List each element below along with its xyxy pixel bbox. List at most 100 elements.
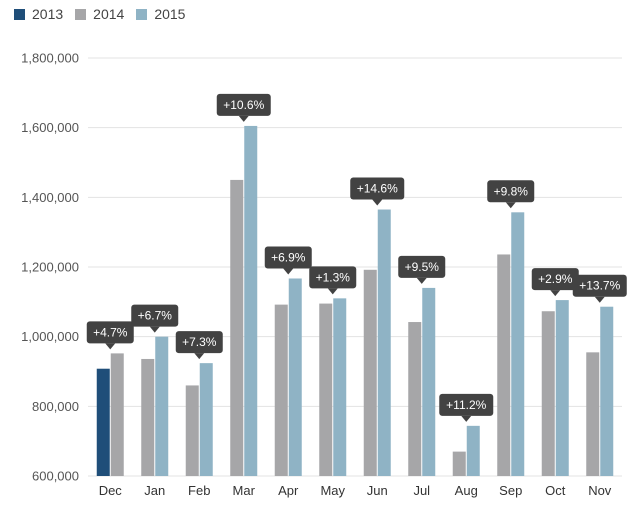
legend-swatch-2015 xyxy=(136,8,148,20)
bar-may-2015 xyxy=(333,298,347,476)
change-callout: +14.6% xyxy=(350,177,405,206)
callout-label: +13.7% xyxy=(579,279,620,293)
change-callout: +4.7% xyxy=(86,321,134,350)
callout-box xyxy=(487,180,535,203)
change-callout: +9.5% xyxy=(398,255,446,284)
callout-pointer xyxy=(327,288,338,295)
callout-label: +11.2% xyxy=(446,398,486,412)
change-callouts: +4.7% +6.7% +7.3% +10.6% +6.9% +1.3% +14.6% +9.… xyxy=(86,93,627,422)
callout-box xyxy=(572,274,627,297)
callout-pointer xyxy=(416,277,427,284)
callout-label: +6.7% xyxy=(138,309,173,323)
legend-swatch-2013 xyxy=(14,8,25,20)
legend-label-2013: 2013 xyxy=(32,6,64,22)
callout-pointer xyxy=(194,353,205,360)
bar-apr-2014 xyxy=(274,304,288,476)
x-tick-label: Feb xyxy=(188,483,210,498)
change-callout: +6.7% xyxy=(131,304,179,333)
bar-oct-2014 xyxy=(541,311,555,476)
y-tick-label: 1,200,000 xyxy=(21,260,79,275)
y-axis: 600,000 800,000 1,000,000 1,200,000 1,400,00… xyxy=(21,51,79,484)
y-tick-label: 1,000,000 xyxy=(21,329,79,344)
bar-nov-2014 xyxy=(586,352,600,476)
callout-pointer xyxy=(372,199,383,206)
bar-sep-2014 xyxy=(497,254,511,476)
change-callout: +13.7% xyxy=(572,274,627,303)
callout-box xyxy=(131,304,179,327)
callout-label: +9.8% xyxy=(494,184,529,198)
bar-jan-2014 xyxy=(141,358,155,476)
change-callout: +9.8% xyxy=(487,180,535,209)
y-tick-label: 1,600,000 xyxy=(21,120,79,135)
callout-box xyxy=(531,268,579,291)
callout-label: +4.7% xyxy=(93,325,128,339)
y-tick-label: 600,000 xyxy=(32,469,79,484)
y-tick-label: 800,000 xyxy=(32,399,79,414)
bar-oct-2015 xyxy=(555,300,569,476)
bar-jun-2015 xyxy=(377,209,391,476)
callout-box xyxy=(350,177,405,200)
legend-label-2015: 2015 xyxy=(154,6,186,22)
callout-box xyxy=(398,255,446,278)
legend-swatch-2014 xyxy=(75,8,87,20)
bar-aug-2015 xyxy=(466,425,480,476)
y-tick-label: 1,800,000 xyxy=(21,51,79,66)
x-tick-label: Nov xyxy=(588,483,612,498)
legend-label-2014: 2014 xyxy=(93,6,125,22)
callout-box xyxy=(439,393,494,416)
bars xyxy=(96,125,614,477)
callout-label: +9.5% xyxy=(405,260,440,274)
x-tick-label: May xyxy=(320,483,345,498)
change-callout: +1.3% xyxy=(309,266,357,295)
legend-item-2013: 2013 xyxy=(14,6,63,22)
bar-jul-2015 xyxy=(422,287,436,476)
bar-feb-2015 xyxy=(199,363,213,476)
bar-jul-2014 xyxy=(408,322,422,476)
x-tick-label: Jul xyxy=(413,483,430,498)
callout-pointer xyxy=(505,202,516,209)
bar-dec-2013 xyxy=(96,368,110,476)
x-tick-label: Oct xyxy=(545,483,566,498)
callout-label: +2.9% xyxy=(538,272,573,286)
change-callout: +6.9% xyxy=(264,246,312,275)
callout-box xyxy=(264,246,312,269)
bar-apr-2015 xyxy=(288,278,302,476)
bar-aug-2014 xyxy=(452,451,466,476)
bar-mar-2015 xyxy=(244,125,258,477)
bar-dec-2014 xyxy=(110,353,124,476)
bar-jun-2014 xyxy=(363,269,377,476)
change-callout: +10.6% xyxy=(216,93,271,122)
chart-legend: 2013 2014 2015 xyxy=(14,5,197,23)
callout-label: +6.9% xyxy=(271,250,306,264)
bar-sep-2015 xyxy=(511,212,525,477)
callout-box xyxy=(86,321,134,344)
bar-jan-2015 xyxy=(155,336,169,476)
x-tick-label: Dec xyxy=(99,483,123,498)
callout-label: +14.6% xyxy=(357,182,398,196)
change-callout: +11.2% xyxy=(439,393,494,422)
legend-item-2015: 2015 xyxy=(136,6,185,22)
x-tick-label: Mar xyxy=(233,483,256,498)
x-tick-label: Aug xyxy=(455,483,478,498)
change-callout: +7.3% xyxy=(175,331,223,360)
callout-pointer xyxy=(461,415,472,422)
x-tick-label: Apr xyxy=(278,483,299,498)
callout-pointer xyxy=(238,115,249,122)
callout-label: +1.3% xyxy=(316,270,351,284)
legend-item-2014: 2014 xyxy=(75,6,124,22)
x-tick-label: Jan xyxy=(144,483,165,498)
y-tick-label: 1,400,000 xyxy=(21,190,79,205)
callout-label: +10.6% xyxy=(223,98,264,112)
callout-box xyxy=(216,93,271,116)
callout-box xyxy=(175,331,223,354)
callout-label: +7.3% xyxy=(182,335,217,349)
x-tick-label: Jun xyxy=(367,483,388,498)
callout-pointer xyxy=(105,343,116,350)
bar-mar-2014 xyxy=(230,179,244,476)
callout-pointer xyxy=(550,290,561,297)
change-callout: +2.9% xyxy=(531,268,579,297)
bar-feb-2014 xyxy=(185,385,199,476)
callout-pointer xyxy=(149,326,160,333)
x-tick-label: Sep xyxy=(499,483,522,498)
